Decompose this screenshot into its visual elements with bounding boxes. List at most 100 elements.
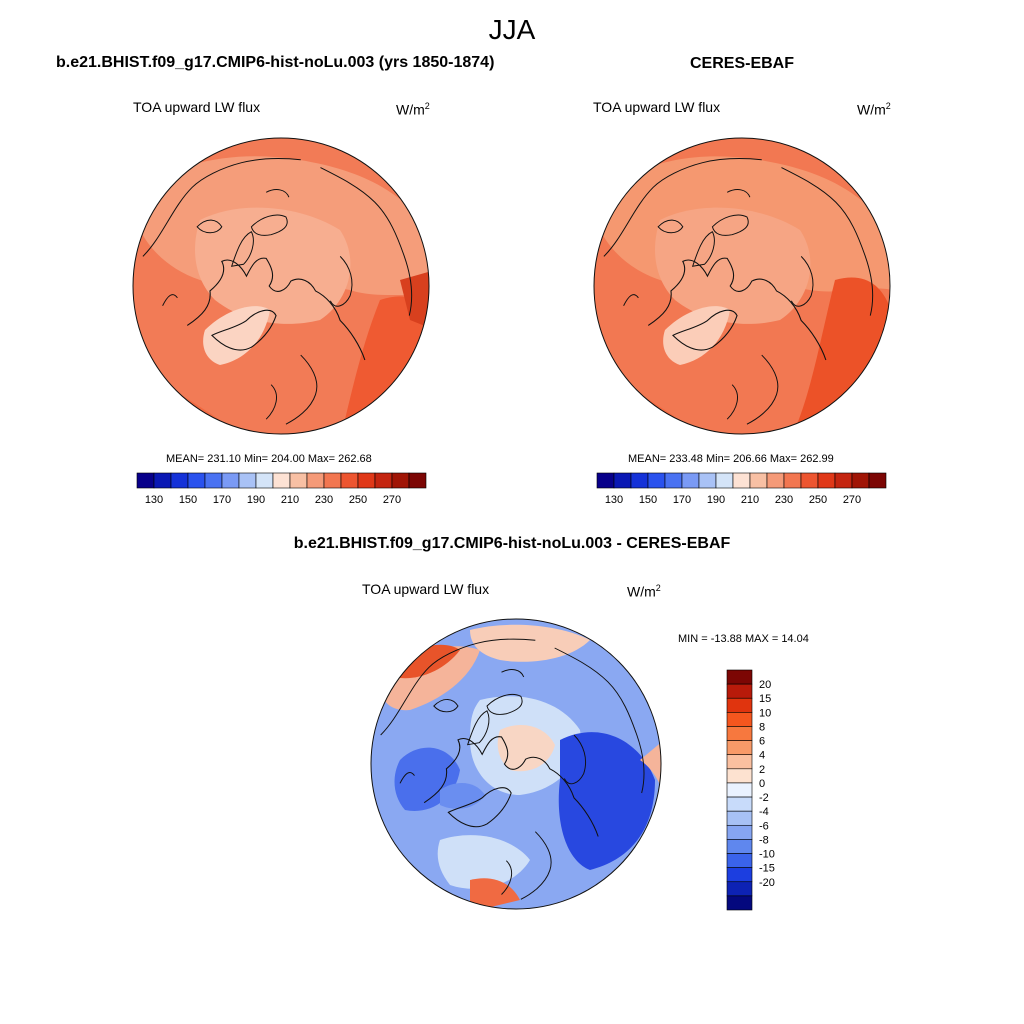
colorbar-swatch <box>726 853 753 868</box>
colorbar-tick-label: 270 <box>383 494 401 506</box>
colorbar-tick-label: 150 <box>179 494 197 506</box>
panel1-title: b.e21.BHIST.f09_g17.CMIP6-hist-noLu.003 … <box>56 54 495 71</box>
panel1-map <box>133 138 429 434</box>
colorbar-swatch <box>749 472 768 489</box>
panel2-map-border <box>593 137 891 435</box>
panel1-stats: MEAN= 231.10 Min= 204.00 Max= 262.68 <box>166 453 372 465</box>
colorbar-swatch <box>187 472 206 489</box>
colorbar-tick-label: 15 <box>759 693 771 705</box>
colorbar-tick-label: -2 <box>759 792 769 804</box>
panel2-map <box>594 138 890 434</box>
colorbar-swatch <box>153 472 172 489</box>
colorbar-tick-label: 2 <box>759 764 765 776</box>
colorbar-swatch <box>868 472 887 489</box>
colorbar-swatch <box>357 472 376 489</box>
colorbar-tick-label: 210 <box>741 494 759 506</box>
colorbar-tick-label: 190 <box>707 494 725 506</box>
panel3-map-border <box>370 618 662 910</box>
colorbar-tick-label: 250 <box>349 494 367 506</box>
colorbar-swatch <box>715 472 734 489</box>
panel1-colorbar: 130 150 170 190 210 230 250 270 <box>136 472 427 506</box>
colorbar-tick-label: -4 <box>759 806 769 818</box>
season-title: JJA <box>488 14 536 45</box>
colorbar-swatch <box>726 839 753 854</box>
colorbar-swatch <box>374 472 393 489</box>
colorbar-tick-label: -6 <box>759 820 769 832</box>
colorbar-tick-label: 0 <box>759 778 765 790</box>
colorbar-swatch <box>726 796 753 812</box>
colorbar-tick-label: 130 <box>145 494 163 506</box>
panel2-title: CERES-EBAF <box>689 55 794 72</box>
colorbar-tick-label: 4 <box>759 750 765 762</box>
panel2-stats: MEAN= 233.48 Min= 206.66 Max= 262.99 <box>628 453 834 465</box>
colorbar-swatch <box>726 824 753 840</box>
colorbar-tick-label: 270 <box>843 494 861 506</box>
colorbar-tick-label: 6 <box>759 736 765 748</box>
panel2-units: W/m2 <box>857 101 891 118</box>
colorbar-tick-label: 8 <box>759 721 765 733</box>
colorbar-tick-label: 210 <box>281 494 299 506</box>
colorbar-swatch <box>726 712 753 727</box>
panel3-variable-label: TOA upward LW flux <box>362 581 490 597</box>
colorbar-tick-label: -10 <box>759 849 775 861</box>
colorbar-swatch <box>851 472 870 489</box>
colorbar-swatch <box>766 472 785 489</box>
colorbar-swatch <box>613 472 632 489</box>
colorbar-swatch <box>170 472 189 489</box>
colorbar-swatch <box>800 472 819 489</box>
colorbar-swatch <box>726 881 753 897</box>
colorbar-swatch <box>238 472 257 489</box>
colorbar-swatch <box>596 472 615 489</box>
panel2-variable-label: TOA upward LW flux <box>593 99 721 115</box>
colorbar-swatch <box>391 472 410 489</box>
colorbar-swatch <box>726 768 753 784</box>
colorbar-swatch <box>681 472 700 489</box>
colorbar-tick-label: 190 <box>247 494 265 506</box>
panel3-title: b.e21.BHIST.f09_g17.CMIP6-hist-noLu.003 … <box>293 535 731 552</box>
colorbar-swatch <box>698 472 717 489</box>
colorbar-swatch <box>726 895 753 911</box>
colorbar-swatch <box>255 472 274 489</box>
colorbar-tick-label: 130 <box>605 494 623 506</box>
colorbar-tick-label: 10 <box>759 707 771 719</box>
colorbar-tick-label: 230 <box>315 494 333 506</box>
colorbar-swatch <box>306 472 325 489</box>
colorbar-swatch <box>408 472 427 489</box>
panel3-units: W/m2 <box>627 583 661 600</box>
panel1-units: W/m2 <box>396 101 430 118</box>
colorbar-tick-label: 150 <box>639 494 657 506</box>
colorbar-swatch <box>204 472 223 489</box>
colorbar-swatch <box>726 683 753 699</box>
colorbar-swatch <box>630 472 649 489</box>
colorbar-swatch <box>726 669 753 685</box>
panel1-map-border <box>132 137 430 435</box>
colorbar-swatch <box>726 810 753 826</box>
colorbar-swatch <box>340 472 359 489</box>
colorbar-tick-label: -20 <box>759 877 775 889</box>
colorbar-tick-label: -8 <box>759 834 769 846</box>
colorbar-swatch <box>221 472 240 489</box>
colorbar-swatch <box>726 740 753 756</box>
panel3-map <box>371 619 661 909</box>
colorbar-swatch <box>647 472 666 489</box>
colorbar-swatch <box>726 867 753 883</box>
colorbar-swatch <box>726 782 753 798</box>
panel2-colorbar: 130 150 170 190 210 230 250 270 <box>596 472 887 506</box>
colorbar-tick-label: 250 <box>809 494 827 506</box>
colorbar-swatch <box>726 754 753 770</box>
panel1-variable-label: TOA upward LW flux <box>133 99 261 115</box>
colorbar-swatch <box>817 472 836 489</box>
colorbar-swatch <box>289 472 308 489</box>
colorbar-tick-label: 230 <box>775 494 793 506</box>
colorbar-tick-label: 170 <box>213 494 231 506</box>
colorbar-swatch <box>272 472 291 489</box>
colorbar-tick-label: 170 <box>673 494 691 506</box>
colorbar-tick-label: -15 <box>759 863 775 875</box>
colorbar-swatch <box>726 726 753 741</box>
colorbar-swatch <box>834 472 853 489</box>
colorbar-swatch <box>783 472 802 489</box>
colorbar-swatch <box>732 472 751 489</box>
colorbar-swatch <box>136 472 155 489</box>
